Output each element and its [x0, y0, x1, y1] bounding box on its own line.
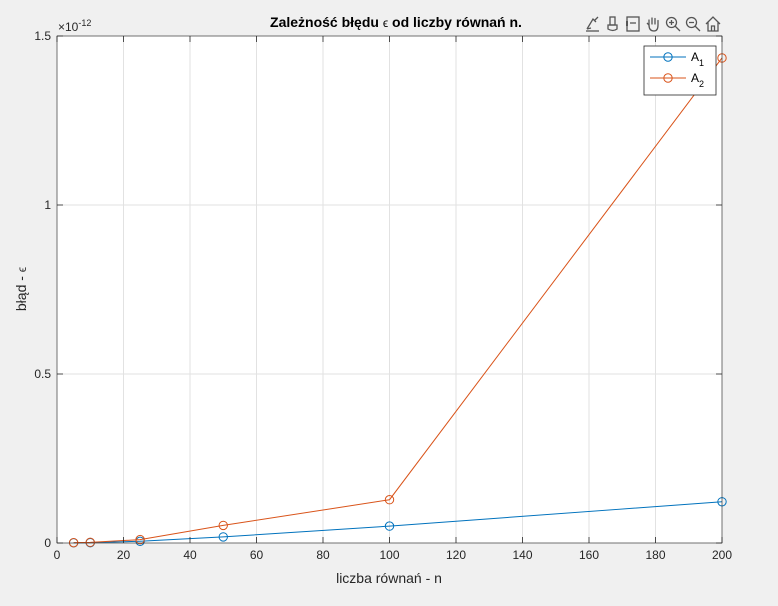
x-tick-label: 60: [250, 548, 264, 562]
x-tick-label: 180: [645, 548, 665, 562]
brush-button[interactable]: [603, 14, 623, 34]
legend-marker: [663, 52, 673, 62]
x-tick-label: 200: [712, 548, 732, 562]
chart-title-prefix: Zależność błędu: [270, 14, 383, 30]
x-tick-label: 0: [54, 548, 61, 562]
y-tick-labels: 0 0.5 1 1.5: [34, 29, 51, 550]
legend-box: [643, 45, 717, 96]
y-axis-label-symbol: ϵ: [15, 267, 29, 272]
series-point-A2: [135, 534, 145, 545]
y-tick-label: 1.5: [34, 29, 51, 43]
export-button[interactable]: [583, 14, 603, 34]
series-point-A1: [218, 532, 228, 542]
y-exponent-base: ×10: [58, 20, 79, 34]
zoom-out-icon: [685, 16, 701, 32]
series-point-A2: [68, 537, 79, 548]
series-line-A2: [73, 57, 723, 544]
legend-label-base: A: [691, 71, 699, 85]
x-tick-labels: 0 20 40 60 80 100 120 140 160 180 200: [54, 548, 733, 562]
chart-title-symbol: ϵ: [383, 16, 388, 30]
x-tick-label: 160: [579, 548, 599, 562]
zoom-out-button[interactable]: [683, 14, 703, 34]
legend-label: A1: [691, 50, 704, 68]
datatip-icon: [626, 16, 640, 32]
axes-toolbar: [583, 14, 723, 34]
y-exponent-label: ×10-12: [58, 18, 91, 34]
chart-title: Zależność błędu ϵ od liczby równań n.: [270, 14, 522, 30]
y-exponent-power: -12: [78, 18, 91, 28]
export-icon: [586, 16, 599, 32]
x-tick-label: 120: [446, 548, 466, 562]
pan-icon: [646, 17, 659, 32]
x-tick-label: 100: [379, 548, 399, 562]
y-axis-label: błąd - ϵ: [13, 267, 29, 311]
home-icon: [705, 16, 721, 32]
series-point-A2: [218, 520, 228, 531]
legend-marker: [663, 73, 673, 83]
y-tick-label: 0: [44, 536, 51, 550]
x-tick-label: 80: [316, 548, 330, 562]
pan-button[interactable]: [643, 14, 663, 34]
series-layer: [68, 53, 727, 548]
brush-icon: [607, 16, 618, 32]
x-tick-label: 140: [512, 548, 532, 562]
y-axis-label-prefix: błąd -: [13, 272, 29, 311]
x-tick-label: 20: [117, 548, 131, 562]
x-axis-label: liczba równań - n: [336, 570, 442, 586]
y-tick-label: 0.5: [34, 367, 51, 381]
x-tick-label: 40: [183, 548, 197, 562]
datatip-button[interactable]: [623, 14, 643, 34]
y-tick-label: 1: [44, 198, 51, 212]
home-button[interactable]: [703, 14, 723, 34]
series-point-A1: [384, 521, 395, 531]
series-point-A2: [384, 495, 395, 505]
legend-label-sub: 1: [699, 58, 704, 68]
series-point-A2: [85, 537, 95, 548]
tick-marks: [56, 35, 723, 544]
chart-title-suffix: od liczby równań n.: [388, 14, 522, 30]
zoom-in-icon: [665, 16, 681, 32]
legend-label-sub: 2: [699, 79, 704, 89]
zoom-in-button[interactable]: [663, 14, 683, 34]
legend-label-base: A: [691, 50, 699, 64]
legend-label: A2: [691, 71, 704, 89]
